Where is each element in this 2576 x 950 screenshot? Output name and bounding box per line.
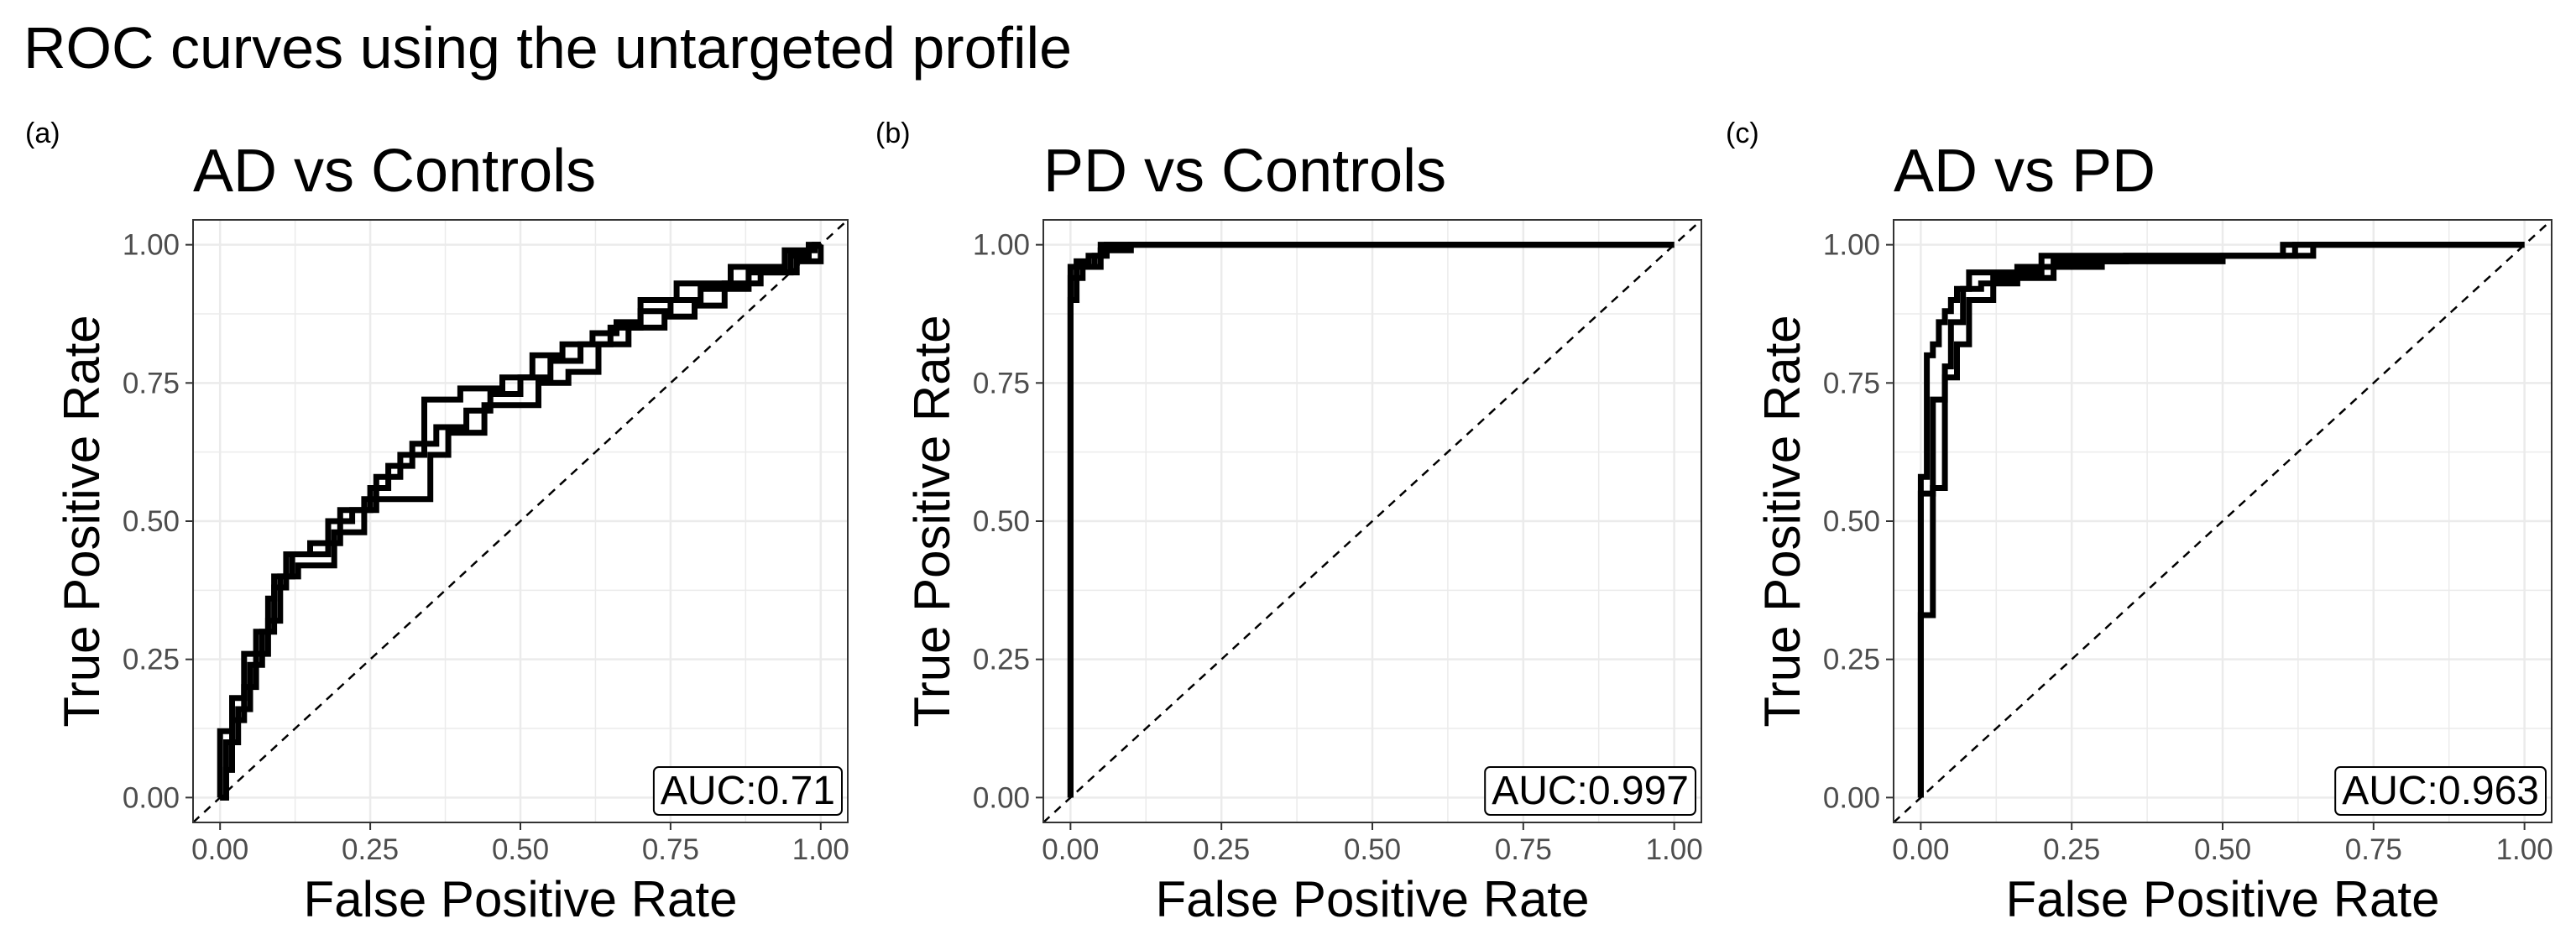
roc-curve-3 bbox=[1917, 242, 2525, 798]
y-axis-label: True Positive Rate bbox=[904, 315, 960, 727]
y-tick-label: 0.75 bbox=[1823, 367, 1880, 399]
x-tick-label: 0.00 bbox=[1042, 833, 1099, 866]
figure-title: ROC curves using the untargeted profile bbox=[24, 15, 1072, 81]
x-tick-label: 1.00 bbox=[2496, 833, 2553, 866]
x-axis-label: False Positive Rate bbox=[304, 871, 738, 927]
y-tick-label: 0.50 bbox=[1823, 505, 1880, 538]
y-tick-label: 1.00 bbox=[973, 229, 1030, 262]
auc-label-box bbox=[2334, 766, 2547, 816]
x-tick-label: 0.75 bbox=[2345, 833, 2402, 866]
auc-label-text: AUC:0.963 bbox=[2342, 769, 2539, 813]
y-axis-label: True Positive Rate bbox=[54, 315, 110, 727]
y-tick-label: 0.25 bbox=[123, 644, 180, 676]
panel-title: AD vs PD bbox=[1894, 138, 2155, 205]
y-tick-label: 0.25 bbox=[973, 644, 1030, 676]
auc-label-box bbox=[652, 766, 843, 816]
roc-curve-2 bbox=[220, 242, 821, 801]
y-tick-label: 0.00 bbox=[123, 781, 180, 814]
x-tick-label: 0.25 bbox=[342, 833, 399, 866]
x-tick-label: 0.00 bbox=[191, 833, 248, 866]
roc-panel-2: (b) PD vs Controls 0.00 0.00 0.25 0.25 0.50 0.5… bbox=[875, 117, 1703, 927]
diagonal-reference-line bbox=[1042, 219, 1702, 823]
x-tick-label: 0.00 bbox=[1892, 833, 1949, 866]
x-tick-label: 0.50 bbox=[1344, 833, 1401, 866]
x-tick-label: 0.25 bbox=[1193, 833, 1250, 866]
y-tick-label: 1.00 bbox=[123, 229, 180, 262]
auc-label: AUC:0.71 bbox=[652, 766, 843, 816]
y-tick-label: 0.50 bbox=[123, 505, 180, 538]
x-tick-label: 0.50 bbox=[492, 833, 549, 866]
diagonal-reference-line bbox=[192, 219, 849, 823]
x-tick-label: 0.75 bbox=[642, 833, 699, 866]
auc-label: AUC:0.997 bbox=[1484, 766, 1696, 816]
y-tick-label: 0.25 bbox=[1823, 644, 1880, 676]
y-tick-label: 0.75 bbox=[123, 367, 180, 399]
x-tick-label: 0.25 bbox=[2043, 833, 2100, 866]
auc-label-box bbox=[1484, 766, 1696, 816]
panel-title: PD vs Controls bbox=[1043, 138, 1446, 205]
x-tick-label: 0.50 bbox=[2194, 833, 2251, 866]
x-axis-label: False Positive Rate bbox=[1156, 871, 1590, 927]
panel-tag: (b) bbox=[875, 117, 911, 149]
roc-curve-3 bbox=[1067, 242, 1675, 798]
y-tick-label: 0.00 bbox=[973, 781, 1030, 814]
y-tick-label: 0.50 bbox=[973, 505, 1030, 538]
auc-label: AUC:0.963 bbox=[2334, 766, 2547, 816]
roc-curve-3 bbox=[220, 244, 824, 801]
y-tick-label: 0.75 bbox=[973, 367, 1030, 399]
roc-curve-1 bbox=[1917, 242, 2525, 798]
roc-panel-1: (a) AD vs Controls 0.00 0.00 0.25 0.25 0.50 0.5… bbox=[25, 117, 849, 927]
x-tick-label: 1.00 bbox=[1646, 833, 1703, 866]
y-tick-label: 0.00 bbox=[1823, 781, 1880, 814]
auc-label-text: AUC:0.71 bbox=[661, 769, 835, 813]
diagonal-reference-line bbox=[1893, 219, 2552, 823]
panel-tag: (a) bbox=[25, 117, 60, 149]
panel-title: AD vs Controls bbox=[193, 138, 596, 205]
x-tick-label: 1.00 bbox=[792, 833, 849, 866]
x-axis-label: False Positive Rate bbox=[2006, 871, 2440, 927]
auc-label-text: AUC:0.997 bbox=[1492, 769, 1689, 813]
x-tick-label: 0.75 bbox=[1495, 833, 1552, 866]
y-tick-label: 1.00 bbox=[1823, 229, 1880, 262]
y-axis-label: True Positive Rate bbox=[1754, 315, 1811, 727]
roc-panel-3: (c) AD vs PD 0.00 0.00 0.25 0.25 0.50 0.50 0.75 0… bbox=[1726, 117, 2553, 927]
panel-tag: (c) bbox=[1726, 117, 1759, 149]
